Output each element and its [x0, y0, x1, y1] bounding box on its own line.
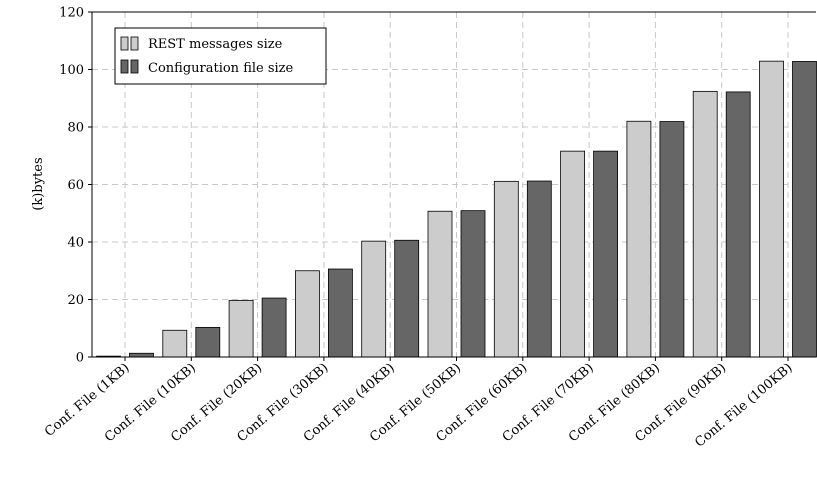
- bar-configuration-file: [261, 297, 287, 358]
- bar-rest-messages: [692, 90, 718, 358]
- bar-configuration-file: [526, 180, 552, 358]
- bar-configuration-file: [725, 91, 751, 358]
- bar-configuration-file: [394, 239, 420, 358]
- y-tick-label: 120: [59, 6, 84, 21]
- bar-configuration-file: [460, 210, 486, 358]
- y-tick-labels: 0 20 40 60 80 100 120: [59, 6, 92, 366]
- bar-configuration-file: [792, 61, 817, 358]
- y-tick-label: 0: [76, 351, 84, 366]
- bar-rest-messages: [493, 180, 519, 358]
- bar-configuration-file: [327, 268, 353, 358]
- bar-rest-messages: [228, 299, 254, 358]
- bar-configuration-file: [659, 121, 685, 358]
- y-tick-label: 20: [67, 293, 84, 308]
- legend-box: [114, 27, 327, 85]
- legend-label-rest: REST messages size: [148, 37, 283, 52]
- bar-rest-messages: [294, 270, 320, 358]
- bar-rest-messages: [427, 210, 453, 358]
- bar-rest-messages: [759, 60, 784, 358]
- y-tick-label: 100: [59, 63, 84, 78]
- bar-rest-messages: [361, 240, 387, 358]
- legend-swatch-config-b: [130, 59, 139, 74]
- legend-swatch-rest-b: [130, 36, 139, 51]
- legend-swatch-config-a: [120, 59, 129, 74]
- grid-lines: [92, 12, 816, 357]
- bar-configuration-file: [195, 326, 221, 358]
- bars: [96, 60, 817, 358]
- bar-rest-messages: [626, 120, 652, 358]
- y-tick-label: 60: [67, 178, 84, 193]
- bar-configuration-file: [129, 352, 154, 358]
- bar-rest-messages: [560, 150, 585, 358]
- legend-label-config: Configuration file size: [148, 61, 294, 76]
- legend-swatch-rest-a: [120, 36, 129, 51]
- bar-configuration-file: [593, 150, 618, 358]
- legend: REST messages size Configuration file si…: [114, 27, 327, 85]
- y-tick-label: 80: [67, 121, 84, 136]
- bar-rest-messages: [162, 329, 188, 358]
- x-tick-labels: Conf. File (1KB)Conf. File (10KB)Conf. F…: [42, 357, 796, 451]
- y-tick-label: 40: [67, 236, 84, 251]
- y-axis-label: (k)bytes: [31, 157, 46, 210]
